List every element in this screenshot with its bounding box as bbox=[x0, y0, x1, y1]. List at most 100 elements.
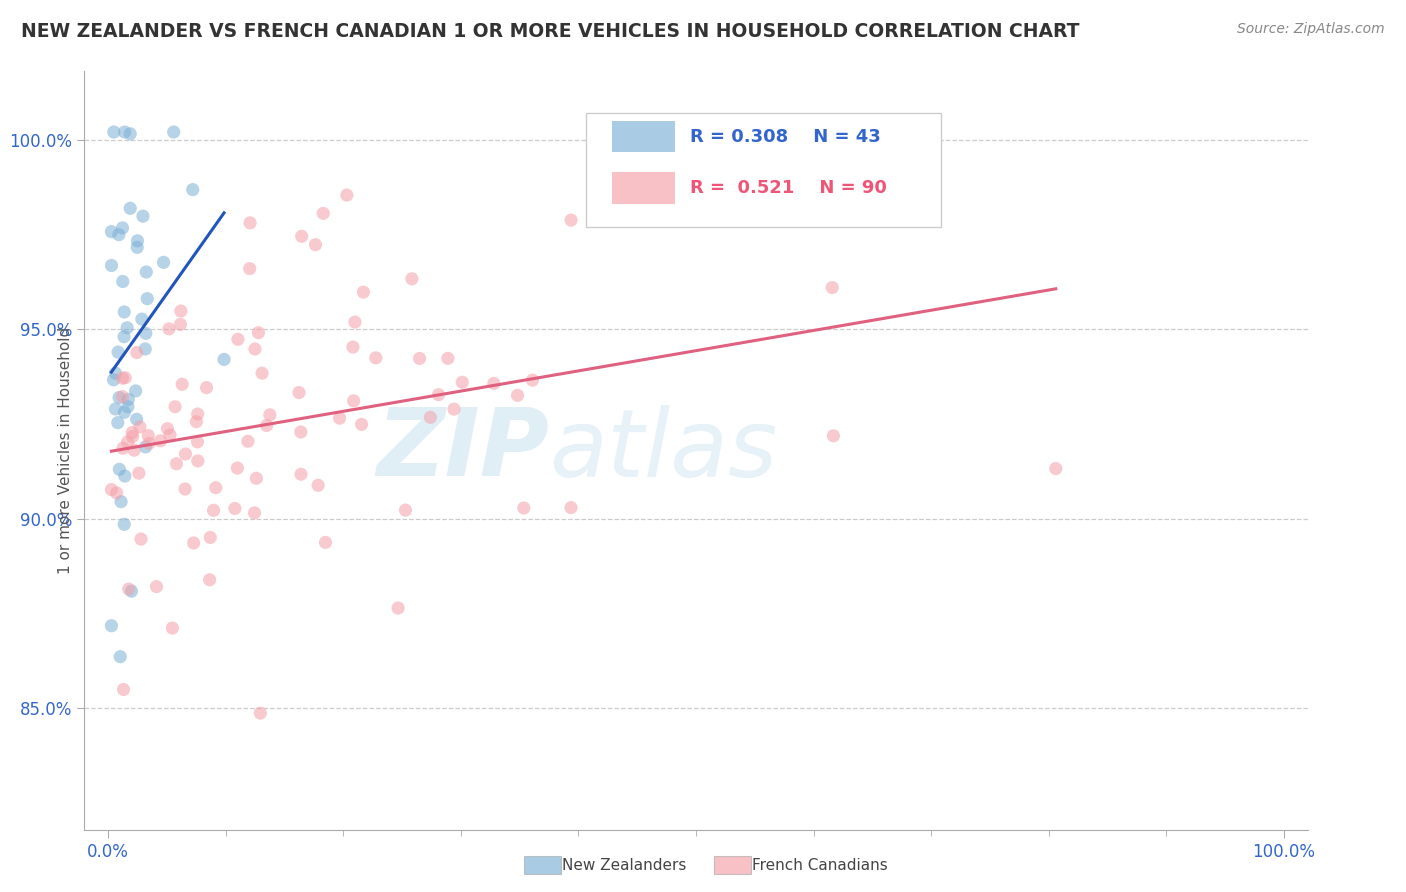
Point bbox=[149, 434, 172, 448]
Point bbox=[107, 416, 129, 430]
Point bbox=[108, 462, 131, 476]
Point bbox=[250, 366, 273, 380]
Point bbox=[162, 621, 184, 635]
Point bbox=[135, 265, 157, 279]
Point bbox=[204, 481, 226, 495]
Point bbox=[307, 478, 329, 492]
Point bbox=[245, 471, 267, 485]
Point bbox=[401, 272, 423, 286]
Point bbox=[108, 227, 131, 242]
Point bbox=[290, 467, 312, 482]
Point bbox=[290, 425, 312, 439]
Text: atlas: atlas bbox=[550, 405, 778, 496]
Point bbox=[112, 330, 135, 344]
Point bbox=[336, 188, 359, 202]
Point bbox=[236, 434, 259, 449]
Point bbox=[1045, 461, 1067, 475]
Point bbox=[352, 285, 374, 299]
Point bbox=[169, 318, 191, 332]
Point bbox=[239, 216, 262, 230]
Point bbox=[522, 373, 544, 387]
Point bbox=[247, 326, 270, 340]
Point bbox=[200, 530, 222, 544]
Point bbox=[112, 682, 135, 697]
Point bbox=[122, 443, 145, 458]
Point bbox=[111, 275, 134, 289]
Point bbox=[117, 400, 139, 414]
Point bbox=[195, 381, 218, 395]
Point bbox=[560, 213, 582, 227]
Point bbox=[128, 466, 150, 480]
Point bbox=[110, 494, 132, 508]
Point bbox=[129, 532, 152, 546]
Point bbox=[103, 373, 125, 387]
Point bbox=[136, 292, 159, 306]
Y-axis label: 1 or more Vehicles in Household: 1 or more Vehicles in Household bbox=[58, 326, 73, 574]
Point bbox=[443, 402, 465, 417]
Point bbox=[243, 506, 266, 520]
Point bbox=[135, 440, 157, 454]
Point bbox=[249, 706, 271, 721]
Point bbox=[165, 400, 187, 414]
Point bbox=[152, 255, 174, 269]
Point bbox=[304, 237, 326, 252]
Text: NEW ZEALANDER VS FRENCH CANADIAN 1 OR MORE VEHICLES IN HOUSEHOLD CORRELATION CHA: NEW ZEALANDER VS FRENCH CANADIAN 1 OR MO… bbox=[21, 22, 1080, 41]
Point bbox=[112, 517, 135, 532]
Text: French Canadians: French Canadians bbox=[752, 858, 889, 872]
Point bbox=[506, 388, 529, 402]
Point bbox=[145, 580, 167, 594]
Point bbox=[111, 390, 134, 404]
Point bbox=[343, 315, 366, 329]
Point bbox=[120, 127, 142, 141]
Point bbox=[394, 503, 416, 517]
Point bbox=[157, 322, 180, 336]
Point bbox=[291, 229, 314, 244]
Point bbox=[288, 385, 311, 400]
Point bbox=[174, 482, 197, 496]
Point bbox=[111, 441, 134, 455]
Point bbox=[100, 225, 122, 239]
Point bbox=[120, 202, 142, 216]
Point bbox=[181, 183, 204, 197]
Point bbox=[132, 209, 155, 223]
Point bbox=[183, 536, 205, 550]
Point bbox=[186, 434, 208, 449]
Point bbox=[163, 125, 186, 139]
Point bbox=[165, 457, 187, 471]
Point bbox=[108, 391, 131, 405]
Point bbox=[256, 418, 278, 433]
Point bbox=[202, 503, 225, 517]
Point bbox=[136, 428, 159, 442]
Point bbox=[118, 582, 141, 596]
Point bbox=[350, 417, 373, 432]
Point bbox=[127, 240, 149, 254]
Point bbox=[342, 340, 364, 354]
Point bbox=[127, 234, 149, 248]
Point bbox=[226, 332, 249, 346]
Point bbox=[451, 376, 474, 390]
Point bbox=[513, 500, 536, 515]
Point bbox=[174, 447, 197, 461]
Point bbox=[198, 573, 221, 587]
Point bbox=[560, 500, 582, 515]
Point bbox=[134, 342, 156, 356]
Point bbox=[111, 221, 134, 235]
Point bbox=[170, 304, 193, 318]
FancyBboxPatch shape bbox=[586, 113, 941, 227]
Point bbox=[343, 393, 366, 408]
Point bbox=[821, 280, 844, 294]
Text: Source: ZipAtlas.com: Source: ZipAtlas.com bbox=[1237, 22, 1385, 37]
Point bbox=[100, 618, 122, 632]
Point bbox=[117, 392, 139, 407]
FancyBboxPatch shape bbox=[612, 120, 675, 153]
Point bbox=[117, 434, 139, 449]
Point bbox=[100, 483, 122, 497]
Point bbox=[823, 429, 845, 443]
Point bbox=[172, 377, 194, 392]
Point bbox=[125, 345, 148, 359]
Point bbox=[125, 412, 148, 426]
Text: R = 0.308    N = 43: R = 0.308 N = 43 bbox=[690, 128, 880, 145]
Point bbox=[387, 601, 409, 615]
Point bbox=[364, 351, 387, 365]
Point bbox=[187, 454, 209, 468]
